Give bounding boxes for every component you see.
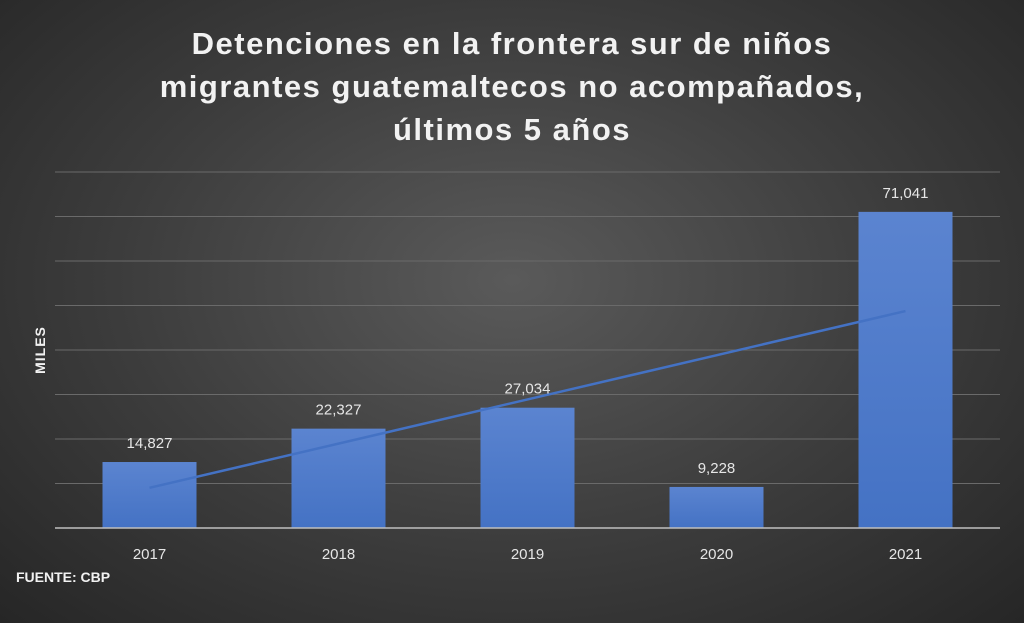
gridlines: [55, 171, 1000, 484]
chart-title-line-2: migrantes guatemaltecos no acompañados,: [159, 69, 865, 104]
x-tick-2018: 2018: [322, 546, 355, 563]
x-tick-2019: 2019: [511, 546, 544, 563]
data-label-2018: 22,327: [316, 402, 362, 419]
data-labels: 14,827 22,327 27,034 9,228 71,041: [127, 185, 929, 477]
x-tick-2021: 2021: [889, 546, 922, 563]
data-label-2017: 14,827: [127, 435, 173, 452]
x-tick-2017: 2017: [133, 546, 166, 563]
source-note: FUENTE: CBP: [16, 569, 111, 585]
bars: [102, 211, 953, 528]
data-label-2021: 71,041: [883, 185, 929, 202]
bar-2018: [291, 428, 386, 528]
chart-title-line-3: últimos 5 años: [392, 112, 632, 147]
bar-2019: [480, 407, 575, 528]
trendline: [149, 309, 906, 490]
chart-title-line-1: Detenciones en la frontera sur de niños: [191, 26, 833, 61]
trendline-group: [149, 309, 906, 490]
x-axis-ticks: 2017 2018 2019 2020 2021: [133, 546, 922, 563]
data-label-2020: 9,228: [698, 460, 736, 477]
bar-2020: [669, 486, 764, 528]
bar-2021: [858, 211, 953, 528]
chart-title: Detenciones en la frontera sur de niños …: [0, 22, 1024, 151]
data-label-2019: 27,034: [505, 381, 551, 398]
bar-2017: [102, 462, 197, 528]
x-tick-2020: 2020: [700, 546, 733, 563]
